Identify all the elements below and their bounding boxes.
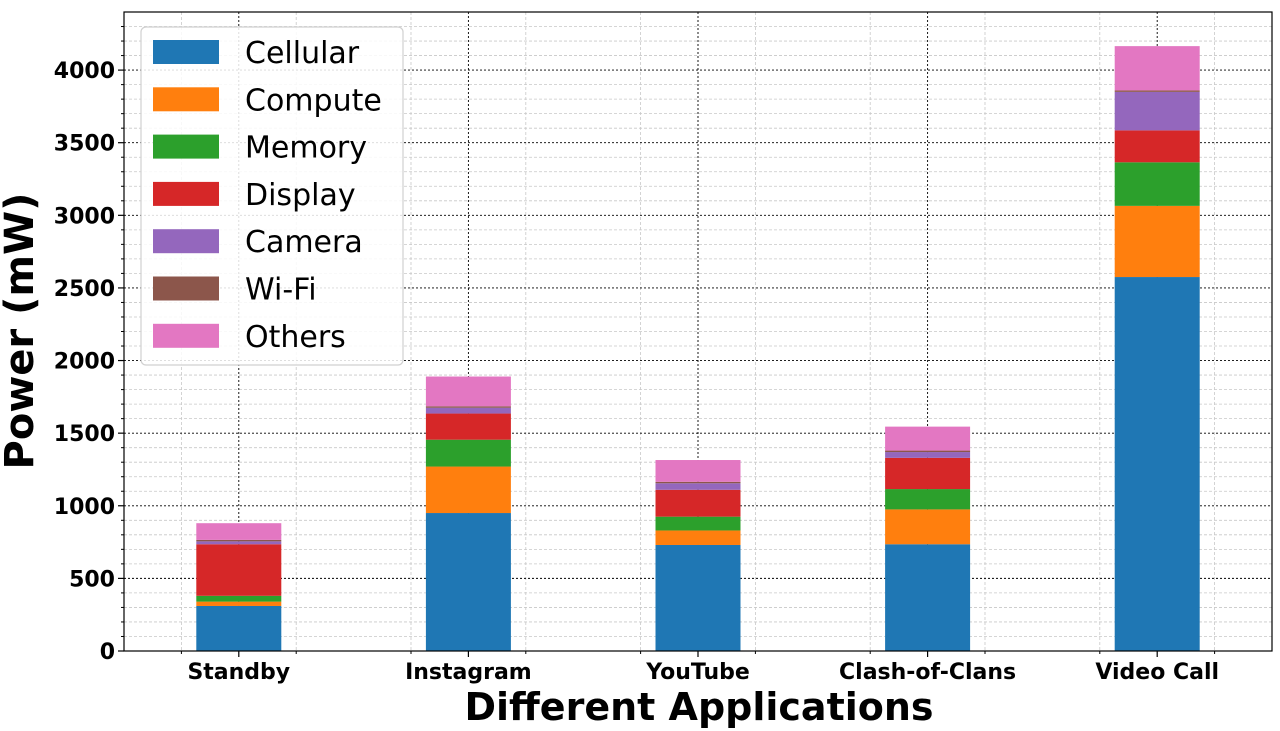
legend-swatch	[153, 276, 219, 301]
bar-compute-clash-of-clans	[885, 509, 971, 545]
bar-memory-clash-of-clans	[885, 489, 971, 510]
bar-cellular-youtube	[655, 544, 741, 651]
x-tick-label: Standby	[187, 660, 290, 685]
bar-display-standby	[196, 544, 282, 596]
legend-swatch	[153, 181, 219, 206]
legend-swatch	[153, 323, 219, 348]
y-tick-label: 3500	[54, 132, 115, 157]
bar-others-video-call	[1114, 46, 1200, 91]
legend-swatch	[153, 40, 219, 64]
legend-label: Others	[245, 320, 346, 355]
y-axis-label: Power (mW)	[0, 193, 43, 470]
bar-camera-youtube	[655, 483, 741, 490]
bar-camera-video-call	[1114, 91, 1200, 131]
y-tick-label: 3000	[54, 204, 115, 229]
bar-display-clash-of-clans	[885, 457, 971, 490]
bar-wi-fi-video-call	[1114, 90, 1200, 92]
legend-label: Display	[245, 178, 356, 213]
legend-swatch	[153, 134, 219, 159]
bar-display-instagram	[425, 413, 511, 440]
axes	[118, 11, 1273, 657]
x-tick-labels: Standby Instagram YouTube Clash-of-Clans Vid…	[187, 660, 1219, 685]
y-tick-label: 1500	[54, 422, 115, 447]
y-tick-label: 1000	[54, 495, 115, 520]
x-tick-label: Clash-of-Clans	[839, 660, 1016, 685]
bar-cellular-instagram	[425, 513, 511, 651]
legend-label: Memory	[245, 131, 367, 166]
bar-wi-fi-youtube	[655, 481, 741, 484]
y-tick-label: 0	[100, 640, 115, 665]
bar-camera-instagram	[425, 407, 511, 414]
legend-label: Compute	[245, 83, 382, 118]
bar-compute-video-call	[1114, 205, 1200, 278]
bar-camera-clash-of-clans	[885, 452, 971, 458]
bar-others-standby	[196, 523, 282, 540]
legend-swatch	[153, 229, 219, 254]
legend: Cellular Compute Memory Display Camera Wi-Fi O…	[140, 26, 404, 366]
bar-others-youtube	[655, 460, 741, 482]
x-tick-label: Video Call	[1095, 660, 1219, 685]
legend-label: Cellular	[245, 36, 360, 71]
bar-wi-fi-instagram	[425, 406, 511, 408]
bar-camera-standby	[196, 541, 282, 545]
bar-cellular-standby	[196, 605, 282, 651]
y-tick-label: 4000	[54, 59, 115, 84]
x-tick-label: YouTube	[645, 660, 750, 685]
bar-memory-youtube	[655, 516, 741, 531]
bar-compute-instagram	[425, 466, 511, 514]
bar-compute-standby	[196, 601, 282, 606]
bar-memory-instagram	[425, 439, 511, 467]
legend-label: Wi-Fi	[245, 273, 317, 308]
bar-others-instagram	[425, 376, 511, 407]
legend-label: Camera	[245, 225, 363, 260]
bar-wi-fi-standby	[196, 539, 282, 542]
bar-others-clash-of-clans	[885, 426, 971, 451]
y-tick-labels: 0 500 1000 1500 2000 2500 3000 3500 4000	[54, 59, 115, 665]
bar-cellular-video-call	[1114, 277, 1200, 651]
y-tick-label: 500	[69, 567, 115, 592]
bar-memory-standby	[196, 595, 282, 602]
x-axis-label: Different Applications	[464, 685, 933, 729]
bar-display-youtube	[655, 489, 741, 517]
bar-display-video-call	[1114, 130, 1200, 163]
bar-cellular-clash-of-clans	[885, 544, 971, 651]
y-tick-label: 2500	[54, 277, 115, 302]
bar-memory-video-call	[1114, 162, 1200, 206]
bar-wi-fi-clash-of-clans	[885, 450, 971, 453]
x-tick-label: Instagram	[405, 660, 532, 685]
legend-swatch	[153, 87, 219, 112]
bar-compute-youtube	[655, 530, 741, 545]
y-tick-label: 2000	[54, 350, 115, 375]
bars	[196, 46, 1200, 651]
